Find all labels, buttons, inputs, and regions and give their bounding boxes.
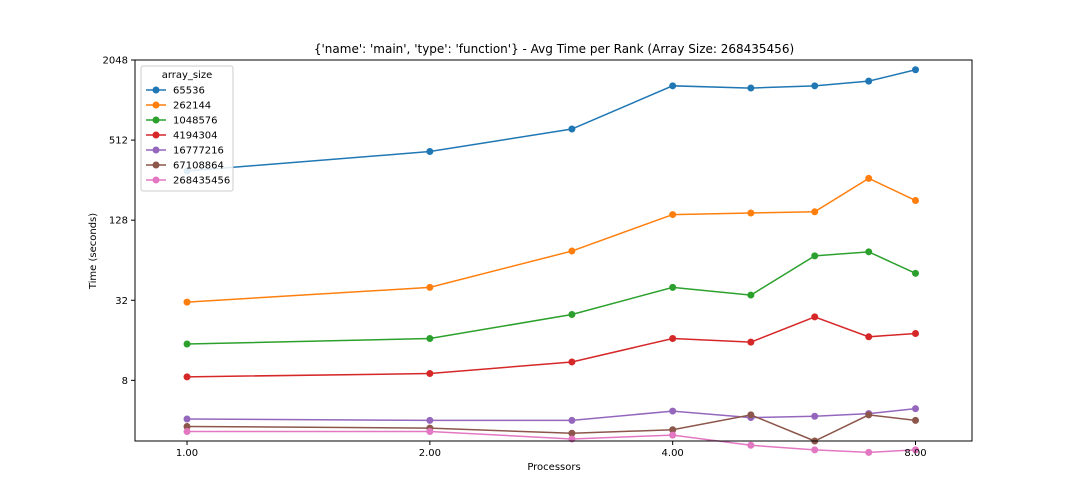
legend-label: 262144	[173, 101, 211, 112]
data-point-4194304	[426, 370, 434, 378]
y-tick-label: 2048	[103, 56, 128, 67]
plot-frame	[134, 59, 973, 442]
data-point-268435456	[183, 428, 191, 436]
data-point-1048576	[865, 248, 873, 256]
legend-marker	[152, 161, 160, 169]
data-point-65536	[747, 84, 755, 92]
data-point-65536	[811, 82, 819, 90]
data-point-65536	[865, 77, 873, 85]
data-point-67108864	[183, 422, 191, 430]
data-point-65536	[669, 82, 677, 90]
data-point-4194304	[669, 335, 677, 343]
data-point-67108864	[865, 411, 873, 419]
data-point-16777216	[568, 416, 576, 424]
data-point-268435456	[811, 446, 819, 454]
y-tick-label: 8	[122, 376, 128, 387]
data-point-67108864	[912, 416, 920, 424]
legend-label: 16777216	[173, 146, 224, 157]
data-point-16777216	[426, 416, 434, 424]
plot-area	[183, 66, 920, 456]
data-point-262144	[865, 174, 873, 182]
data-point-67108864	[669, 426, 677, 434]
data-point-262144	[747, 209, 755, 217]
legend-marker	[152, 176, 160, 184]
y-tick-label: 32	[115, 296, 128, 307]
legend-title: array_size	[162, 70, 213, 81]
series-line-268435456	[187, 430, 916, 454]
data-point-67108864	[747, 411, 755, 419]
data-point-4194304	[912, 330, 920, 338]
data-point-4194304	[568, 358, 576, 366]
data-point-1048576	[183, 340, 191, 348]
legend-box	[140, 65, 234, 192]
x-tick-label: 4.00	[662, 448, 684, 459]
data-point-262144	[183, 298, 191, 306]
chart-title: {'name': 'main', 'type': 'function'} - A…	[314, 42, 794, 56]
data-point-1048576	[747, 291, 755, 299]
data-point-268435456	[865, 448, 873, 456]
legend-label: 65536	[173, 86, 205, 97]
y-tick-label: 512	[109, 136, 128, 147]
data-point-262144	[811, 208, 819, 216]
data-point-1048576	[426, 335, 434, 343]
x-tick-label: 2.00	[419, 448, 441, 459]
legend-marker	[152, 131, 160, 139]
data-point-65536	[568, 125, 576, 133]
data-point-1048576	[568, 311, 576, 319]
legend-marker	[152, 146, 160, 154]
data-point-268435456	[747, 441, 755, 449]
data-point-262144	[426, 283, 434, 291]
series-line-262144	[186, 177, 916, 303]
data-point-16777216	[912, 405, 920, 413]
data-point-262144	[912, 196, 920, 204]
data-point-262144	[669, 211, 677, 219]
data-point-268435456	[669, 431, 677, 439]
y-tick-label: 128	[109, 216, 128, 227]
legend-label: 1048576	[173, 116, 218, 127]
data-point-16777216	[183, 415, 191, 423]
data-point-16777216	[811, 412, 819, 420]
data-point-67108864	[568, 429, 576, 437]
data-point-16777216	[669, 407, 677, 415]
legend-marker	[152, 116, 160, 124]
data-point-268435456	[426, 428, 434, 436]
legend-label: 268435456	[173, 176, 230, 187]
data-point-1048576	[811, 252, 819, 260]
x-tick-label: 1.00	[176, 448, 198, 459]
legend: array_size 65536 262144 1048576 4194304 16777…	[140, 65, 234, 192]
x-tick-label: 8.00	[904, 448, 926, 459]
legend-marker	[152, 86, 160, 94]
data-point-4194304	[865, 333, 873, 341]
data-point-65536	[912, 66, 920, 74]
data-point-4194304	[183, 373, 191, 381]
data-point-1048576	[669, 283, 677, 291]
y-axis-label: Time (seconds)	[88, 213, 99, 290]
series-line-16777216	[187, 407, 916, 422]
legend-label: 4194304	[173, 131, 218, 142]
series-line-1048576	[187, 251, 916, 345]
data-point-4194304	[811, 313, 819, 321]
data-point-262144	[568, 247, 576, 255]
x-axis-label: Processors	[527, 462, 580, 473]
data-point-1048576	[912, 269, 920, 277]
series-line-65536	[186, 69, 916, 172]
data-point-4194304	[747, 338, 755, 346]
data-point-268435456	[912, 446, 920, 454]
data-point-65536	[426, 148, 434, 156]
legend-marker	[152, 101, 160, 109]
series-line-4194304	[187, 316, 916, 378]
series-line-67108864	[187, 414, 916, 442]
legend-label: 67108864	[173, 161, 224, 172]
